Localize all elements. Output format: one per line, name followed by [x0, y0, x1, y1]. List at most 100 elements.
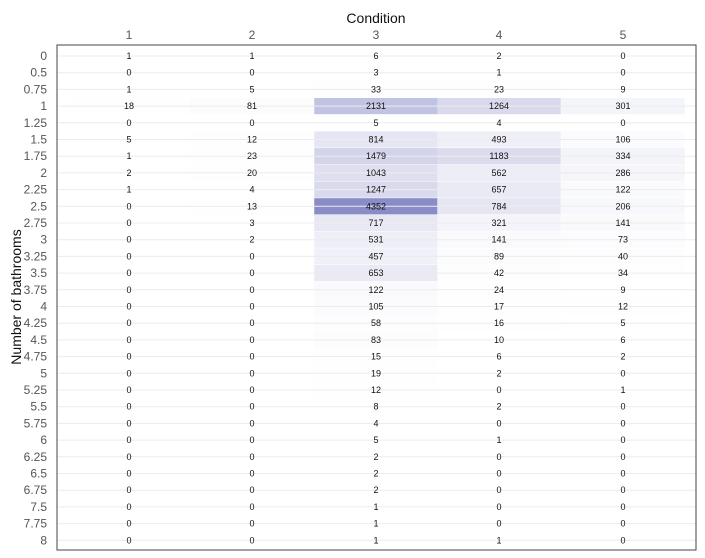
cell-value: 58 — [371, 318, 381, 328]
cell-value: 0 — [249, 485, 254, 495]
cell-value: 141 — [615, 218, 630, 228]
column-label: 1 — [126, 28, 133, 42]
row-label: 8 — [40, 533, 47, 547]
cell-value: 122 — [615, 185, 630, 195]
cell-value: 0 — [249, 385, 254, 395]
cell-value: 0 — [126, 352, 131, 362]
row-label: 6.25 — [24, 450, 48, 464]
cell-value: 0 — [249, 118, 254, 128]
cell-value: 83 — [371, 335, 381, 345]
row-label: 1.5 — [30, 133, 47, 147]
cell-value: 5 — [620, 318, 625, 328]
cell-value: 0 — [249, 268, 254, 278]
row-gridlines — [57, 55, 696, 541]
cell-value: 0 — [496, 418, 501, 428]
column-label: 3 — [373, 28, 380, 42]
cell-value: 0 — [126, 418, 131, 428]
cell-value: 17 — [494, 302, 504, 312]
row-label: 1 — [40, 99, 47, 113]
cell-value: 106 — [615, 135, 630, 145]
cell-value: 141 — [491, 235, 506, 245]
cell-value: 0 — [620, 118, 625, 128]
row-label: 5 — [40, 366, 47, 380]
cell-value: 0 — [126, 118, 131, 128]
cell-value: 0 — [620, 435, 625, 445]
cell-value: 20 — [247, 168, 257, 178]
cell-value: 24 — [494, 285, 504, 295]
cell-value: 0 — [249, 302, 254, 312]
cell-value: 0 — [249, 418, 254, 428]
y-axis-title: Number of bathrooms — [8, 229, 24, 364]
cell-value: 10 — [494, 335, 504, 345]
cell-value: 0 — [126, 302, 131, 312]
cell-value: 2 — [496, 368, 501, 378]
cell-value: 0 — [126, 469, 131, 479]
cell-value: 0 — [620, 502, 625, 512]
row-label: 7.5 — [30, 500, 47, 514]
cell-value: 0 — [620, 368, 625, 378]
cell-value: 457 — [368, 251, 383, 261]
cell-value: 16 — [494, 318, 504, 328]
cell-value: 0 — [126, 218, 131, 228]
cell-value: 717 — [368, 218, 383, 228]
cell-value: 1 — [496, 68, 501, 78]
cell-value: 0 — [249, 318, 254, 328]
cell-value: 0 — [620, 469, 625, 479]
cell-value: 0 — [620, 535, 625, 545]
cell-value: 19 — [371, 368, 381, 378]
cell-value: 0 — [496, 485, 501, 495]
row-label: 1.25 — [24, 116, 48, 130]
row-label: 0 — [40, 49, 47, 63]
cell-value: 0 — [249, 519, 254, 529]
cell-value: 1 — [126, 84, 131, 94]
cell-value: 1479 — [366, 151, 386, 161]
column-label: 5 — [620, 28, 627, 42]
cell-value: 814 — [368, 135, 383, 145]
cell-value: 0 — [496, 452, 501, 462]
cell-value: 3 — [373, 68, 378, 78]
row-label: 2 — [40, 166, 47, 180]
x-axis-title: Condition — [346, 10, 405, 26]
cell-value: 321 — [491, 218, 506, 228]
cell-value: 0 — [126, 535, 131, 545]
cell-value: 0 — [126, 251, 131, 261]
row-label: 4.5 — [30, 333, 47, 347]
cell-value: 6 — [373, 51, 378, 61]
cell-value: 4352 — [366, 201, 386, 211]
cell-value: 0 — [620, 519, 625, 529]
cell-value: 5 — [373, 435, 378, 445]
cell-value: 8 — [373, 402, 378, 412]
cell-value: 653 — [368, 268, 383, 278]
cell-value: 13 — [247, 201, 257, 211]
cell-value: 0 — [496, 519, 501, 529]
cell-value: 0 — [249, 285, 254, 295]
cell-value: 0 — [249, 335, 254, 345]
cell-value: 0 — [496, 502, 501, 512]
cell-value: 1 — [249, 51, 254, 61]
cell-value: 0 — [249, 452, 254, 462]
cell-value: 0 — [126, 502, 131, 512]
cell-value: 15 — [371, 352, 381, 362]
cell-value: 0 — [126, 435, 131, 445]
cell-value: 0 — [620, 402, 625, 412]
row-label: 4.25 — [24, 316, 48, 330]
row-label: 6.75 — [24, 483, 48, 497]
cell-value: 1264 — [489, 101, 509, 111]
row-label: 4 — [40, 300, 47, 314]
cell-value: 206 — [615, 201, 630, 211]
cell-value: 40 — [618, 251, 628, 261]
cell-value: 1 — [126, 185, 131, 195]
row-label: 2.75 — [24, 216, 48, 230]
row-label: 3.25 — [24, 249, 48, 263]
column-label: 2 — [249, 28, 256, 42]
cell-value: 12 — [618, 302, 628, 312]
cell-value: 34 — [618, 268, 628, 278]
cell-value: 2 — [620, 352, 625, 362]
cell-value: 0 — [249, 251, 254, 261]
column-labels: 1 2 3 4 5 — [126, 28, 627, 42]
cell-value: 0 — [249, 502, 254, 512]
cell-value: 0 — [126, 318, 131, 328]
cell-value: 9 — [620, 285, 625, 295]
cell-value: 1247 — [366, 185, 386, 195]
